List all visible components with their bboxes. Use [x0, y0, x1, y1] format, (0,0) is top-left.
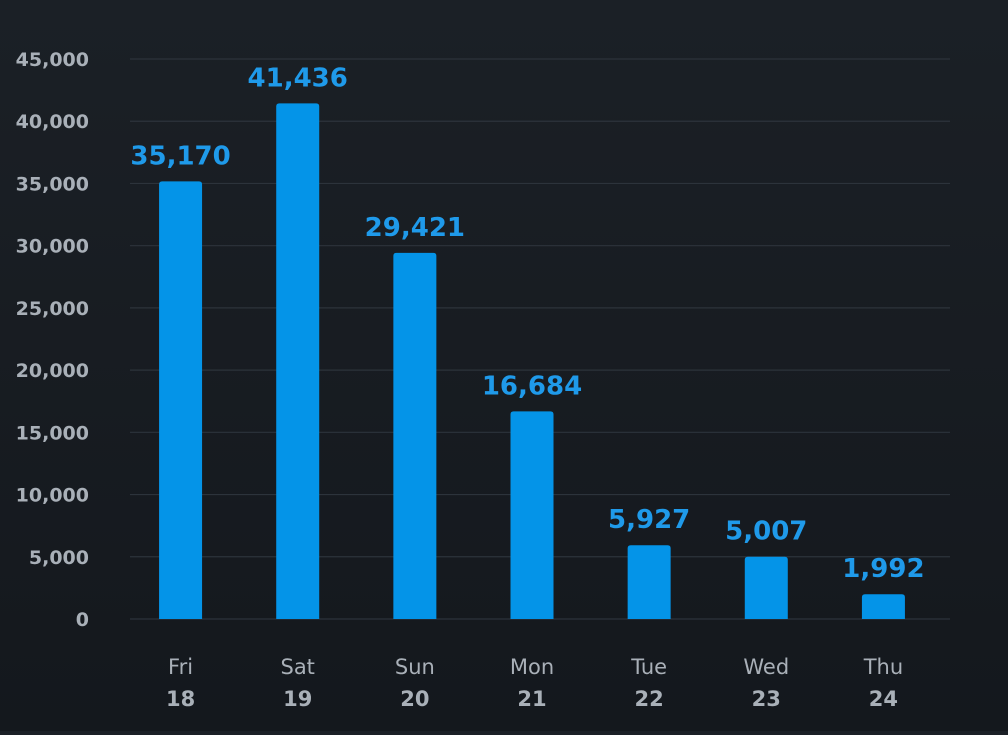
value-label: 5,927 [608, 505, 690, 535]
value-label: 41,436 [248, 63, 348, 93]
x-tick-date: 18 [166, 687, 195, 711]
y-tick-label: 25,000 [16, 298, 89, 320]
x-tick-day: Mon [510, 655, 554, 679]
bar-mon [510, 411, 554, 619]
bar-thu [861, 594, 905, 619]
value-labels: 35,170 41,436 29,421 16,684 5,927 5,007 1,992 [130, 63, 924, 584]
y-tick-label: 10,000 [16, 485, 89, 507]
value-label: 16,684 [482, 371, 582, 401]
bar-fri [159, 181, 203, 619]
x-tick-day: Wed [743, 655, 789, 679]
x-tick-day: Sat [280, 655, 314, 679]
bar-wed [744, 556, 788, 619]
x-tick-date: 21 [517, 687, 546, 711]
x-tick-day: Thu [863, 655, 903, 679]
x-tick-date: 20 [400, 687, 429, 711]
y-tick-label: 15,000 [16, 422, 89, 444]
y-tick-label: 0 [76, 609, 89, 631]
y-tick-label: 35,000 [16, 173, 89, 195]
bar-sun [393, 252, 437, 619]
bar-tue [627, 545, 671, 619]
x-axis-ticks: Fri 18 Sat 19 Sun 20 Mon 21 Tue 22 Wed 23 Thu 24 [166, 655, 903, 711]
gridlines [130, 58, 950, 620]
y-tick-label: 20,000 [16, 360, 89, 382]
x-tick-date: 22 [635, 687, 664, 711]
bars [159, 103, 905, 620]
y-tick-label: 40,000 [16, 111, 89, 133]
x-tick-day: Sun [395, 655, 435, 679]
x-tick-date: 23 [752, 687, 781, 711]
y-tick-label: 45,000 [16, 49, 89, 71]
x-tick-day: Tue [630, 655, 667, 679]
y-axis-ticks: 0 5,000 10,000 15,000 20,000 25,000 30,000 35,0… [16, 49, 89, 631]
x-tick-date: 24 [869, 687, 898, 711]
x-tick-day: Fri [168, 655, 193, 679]
value-label: 1,992 [842, 554, 924, 584]
value-label: 35,170 [130, 141, 230, 171]
value-label: 5,007 [725, 517, 807, 547]
y-tick-label: 5,000 [29, 547, 89, 569]
x-tick-date: 19 [283, 687, 312, 711]
y-tick-label: 30,000 [16, 236, 89, 258]
bar-sat [276, 103, 320, 620]
value-label: 29,421 [365, 213, 465, 243]
